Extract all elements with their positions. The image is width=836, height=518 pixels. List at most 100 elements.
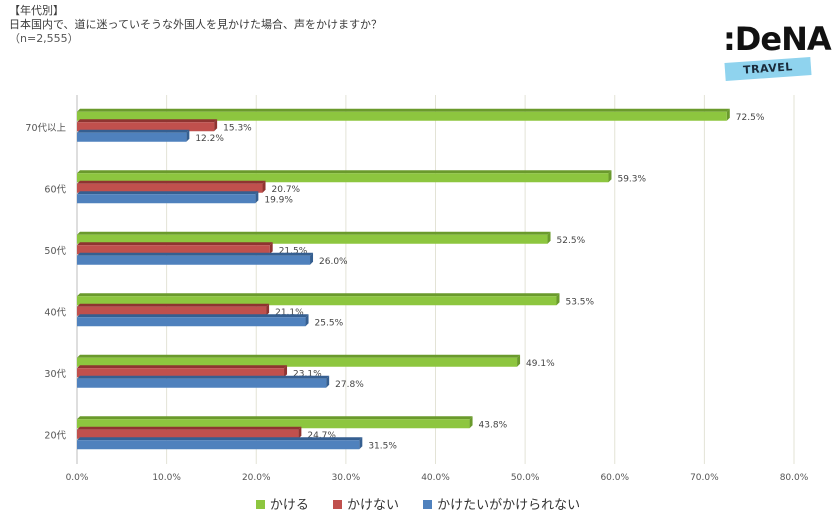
x-tick-label: 0.0% [66, 473, 89, 483]
bar [77, 378, 327, 388]
x-tick-label: 80.0% [780, 473, 809, 483]
chart-tag: 【年代別】 [9, 4, 64, 17]
bar [77, 368, 285, 378]
bar [77, 183, 263, 193]
category-label: 30代 [44, 369, 66, 380]
x-tick-label: 10.0% [152, 473, 181, 483]
data-label: 20.7% [272, 185, 301, 195]
bar [77, 317, 306, 327]
x-tick-label: 70.0% [690, 473, 719, 483]
bar-top-face [77, 303, 270, 307]
bar [77, 429, 299, 439]
data-label: 53.5% [565, 297, 594, 307]
data-label: 49.1% [526, 359, 555, 369]
bar [77, 419, 470, 429]
bar [77, 255, 311, 265]
bar-side-face [608, 170, 612, 183]
bar-side-face [298, 426, 302, 439]
sample-size: （n=2,555） [9, 32, 79, 45]
bar-side-face [359, 437, 363, 450]
legend-label-kakeru: かける [269, 498, 309, 513]
bar-side-face [214, 119, 218, 132]
category-label: 50代 [44, 246, 66, 257]
bar-top-face [77, 365, 288, 369]
x-tick-label: 60.0% [600, 473, 629, 483]
bar-side-face [305, 314, 309, 327]
bar-side-face [326, 375, 330, 388]
bar-side-face [186, 129, 190, 142]
bar [77, 306, 267, 316]
bar [77, 173, 609, 183]
x-tick-label: 50.0% [511, 473, 540, 483]
x-tick-label: 30.0% [332, 473, 361, 483]
bar-side-face [255, 191, 259, 204]
bar-top-face [77, 231, 551, 235]
legend-swatch-kakeru [255, 500, 265, 509]
legend-label-kakenai: かけない [346, 498, 399, 513]
bar-top-face [77, 426, 302, 430]
bar-top-face [77, 108, 730, 112]
bar-top-face [77, 180, 266, 184]
bar-side-face [726, 108, 730, 121]
legend-item-kakeru: かける [255, 494, 309, 513]
bar-side-face [556, 293, 560, 306]
legend-swatch-kaketai [423, 500, 433, 509]
x-tick-label: 20.0% [242, 473, 271, 483]
bar [77, 194, 256, 204]
bar [77, 132, 187, 142]
bar-side-face [266, 303, 270, 316]
dena-travel-logo: :DeNA TRAVEL [723, 22, 832, 84]
bar-top-face [77, 170, 612, 174]
legend-item-kaketai: かけたいがかけられない [423, 494, 580, 513]
data-label: 24.7% [307, 431, 336, 441]
bar-top-face [77, 242, 273, 246]
bar-top-face [77, 416, 473, 420]
data-label: 43.8% [479, 420, 508, 430]
data-label: 19.9% [264, 195, 293, 205]
bar [77, 296, 557, 306]
bar-side-face [517, 354, 521, 367]
x-tick-label: 40.0% [421, 473, 450, 483]
chart-question: 日本国内で、道に迷っていそうな外国人を見かけた場合、声をかけますか？ [9, 18, 383, 31]
data-label: 72.5% [736, 113, 765, 123]
data-label: 21.1% [275, 308, 304, 318]
category-label: 20代 [44, 430, 66, 441]
bar [77, 111, 727, 121]
bar-side-face [262, 180, 266, 193]
bar-side-face [284, 365, 288, 378]
bar-top-face [77, 437, 363, 441]
legend-label-kaketai: かけたいがかけられない [437, 498, 581, 513]
bar [77, 122, 215, 132]
bar-side-face [310, 252, 314, 265]
data-label: 23.1% [293, 369, 322, 379]
bar [77, 245, 270, 255]
data-label: 25.5% [315, 318, 344, 328]
data-label: 31.5% [368, 441, 397, 451]
bar-top-face [77, 119, 218, 123]
legend-item-kakenai: かけない [332, 494, 399, 513]
category-label: 70代以上 [25, 123, 66, 134]
bar-top-face [77, 293, 560, 297]
category-label: 40代 [44, 307, 66, 318]
data-label: 21.5% [279, 246, 308, 256]
data-label: 59.3% [617, 174, 646, 184]
chart-legend: かける かけない かけたいがかけられない [0, 494, 836, 513]
data-label: 27.8% [335, 380, 364, 390]
data-label: 26.0% [319, 257, 348, 267]
bar-top-face [77, 191, 259, 195]
legend-swatch-kakenai [332, 500, 342, 509]
data-label: 15.3% [223, 123, 252, 133]
bar-side-face [469, 416, 473, 429]
bar-side-face [547, 231, 551, 244]
bar [77, 357, 518, 367]
bar-top-face [77, 129, 190, 133]
chart-header: 【年代別】 日本国内で、道に迷っていそうな外国人を見かけた場合、声をかけますか？… [9, 4, 382, 46]
bar-side-face [269, 242, 273, 255]
data-label: 12.2% [195, 134, 224, 144]
logo-brand: :DeNA [723, 20, 832, 58]
bar-top-face [77, 354, 521, 358]
bar [77, 440, 360, 450]
bar-top-face [77, 375, 330, 379]
bar-top-face [77, 252, 314, 256]
